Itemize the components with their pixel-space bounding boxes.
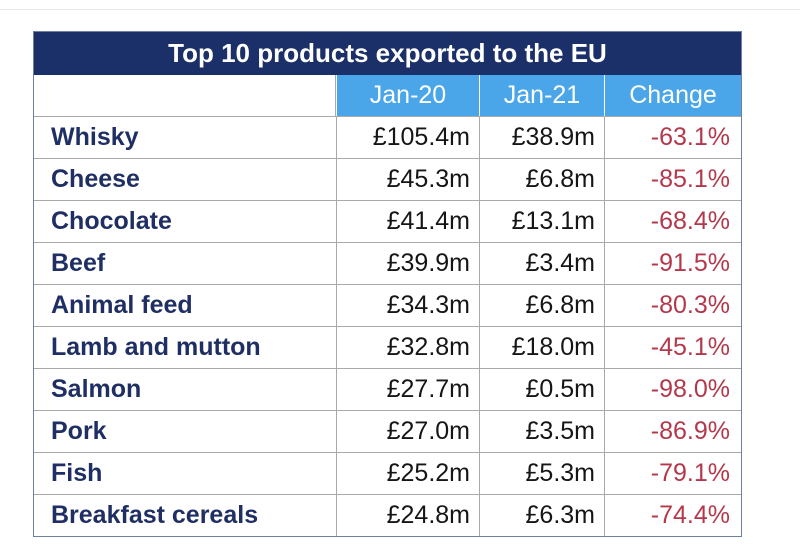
column-header-product — [34, 75, 336, 116]
jan-20-cell: £24.8m — [336, 495, 479, 536]
product-cell: Beef — [51, 249, 106, 277]
table-row: Pork £27.0m £3.5m -86.9% — [34, 410, 741, 452]
table-row: Whisky £105.4m £38.9m -63.1% — [34, 116, 741, 158]
product-cell: Fish — [51, 459, 103, 487]
product-cell: Breakfast cereals — [51, 501, 259, 529]
jan-20-cell: £34.3m — [336, 285, 479, 326]
table-row: Salmon £27.7m £0.5m -98.0% — [34, 368, 741, 410]
product-cell: Chocolate — [51, 207, 172, 235]
jan-20-cell: £41.4m — [336, 201, 479, 242]
jan-20-cell: £105.4m — [336, 117, 479, 158]
product-cell: Animal feed — [51, 291, 193, 319]
jan-20-cell: £45.3m — [336, 159, 479, 200]
table-body: Whisky £105.4m £38.9m -63.1% Cheese £45.… — [34, 116, 741, 536]
change-cell: -79.1% — [604, 453, 741, 494]
jan-21-cell: £13.1m — [479, 201, 604, 242]
change-cell: -86.9% — [604, 411, 741, 452]
product-cell: Salmon — [51, 375, 142, 403]
column-header-change: Change — [604, 75, 741, 116]
jan-20-cell: £27.0m — [336, 411, 479, 452]
jan-20-cell: £32.8m — [336, 327, 479, 368]
jan-21-cell: £3.5m — [479, 411, 604, 452]
jan-21-cell: £3.4m — [479, 243, 604, 284]
jan-21-cell: £6.3m — [479, 495, 604, 536]
table-title: Top 10 products exported to the EU — [34, 32, 741, 75]
jan-20-cell: £39.9m — [336, 243, 479, 284]
product-cell: Pork — [51, 417, 107, 445]
product-cell: Lamb and mutton — [51, 333, 261, 361]
jan-20-cell: £25.2m — [336, 453, 479, 494]
jan-21-cell: £5.3m — [479, 453, 604, 494]
jan-21-cell: £6.8m — [479, 159, 604, 200]
table-row: Breakfast cereals £24.8m £6.3m -74.4% — [34, 494, 741, 536]
exports-table: Top 10 products exported to the EU Jan-2… — [33, 31, 742, 537]
table-row: Fish £25.2m £5.3m -79.1% — [34, 452, 741, 494]
change-cell: -63.1% — [604, 117, 741, 158]
jan-21-cell: £6.8m — [479, 285, 604, 326]
change-cell: -68.4% — [604, 201, 741, 242]
jan-21-cell: £18.0m — [479, 327, 604, 368]
table-row: Cheese £45.3m £6.8m -85.1% — [34, 158, 741, 200]
column-header-jan-21: Jan-21 — [479, 75, 604, 116]
product-cell: Cheese — [51, 165, 140, 193]
change-cell: -85.1% — [604, 159, 741, 200]
jan-20-cell: £27.7m — [336, 369, 479, 410]
product-cell: Whisky — [51, 123, 139, 151]
column-header-row: Jan-20 Jan-21 Change — [34, 75, 741, 116]
change-cell: -91.5% — [604, 243, 741, 284]
jan-21-cell: £38.9m — [479, 117, 604, 158]
top-divider — [0, 9, 800, 10]
change-cell: -45.1% — [604, 327, 741, 368]
table-row: Chocolate £41.4m £13.1m -68.4% — [34, 200, 741, 242]
table-row: Lamb and mutton £32.8m £18.0m -45.1% — [34, 326, 741, 368]
jan-21-cell: £0.5m — [479, 369, 604, 410]
table-row: Beef £39.9m £3.4m -91.5% — [34, 242, 741, 284]
change-cell: -74.4% — [604, 495, 741, 536]
change-cell: -98.0% — [604, 369, 741, 410]
change-cell: -80.3% — [604, 285, 741, 326]
column-header-jan-20: Jan-20 — [336, 75, 479, 116]
table-row: Animal feed £34.3m £6.8m -80.3% — [34, 284, 741, 326]
